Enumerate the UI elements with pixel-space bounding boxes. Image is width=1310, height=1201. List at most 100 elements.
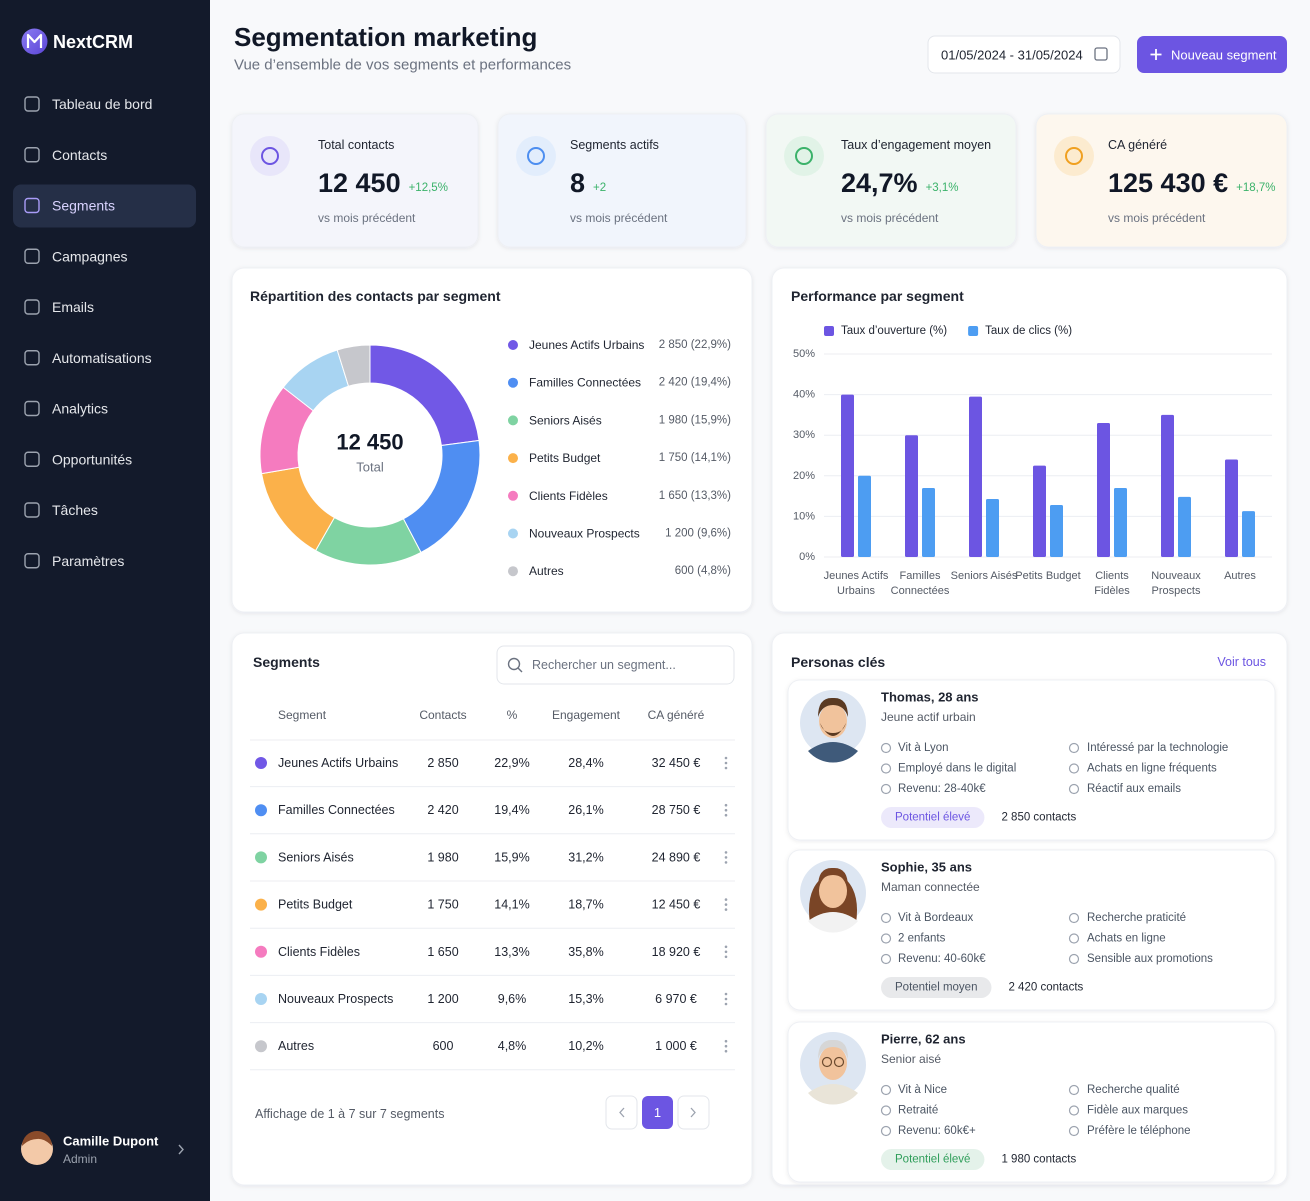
bar [1033,465,1046,557]
calendar-icon [1094,47,1108,61]
row-menu[interactable] [724,813,728,817]
row-menu[interactable] [724,1002,728,1006]
nav-item[interactable]: Automatisations [52,350,152,366]
persona-fact: Sensible aux promotions [1087,953,1213,965]
row-menu[interactable] [724,945,728,949]
nav-item[interactable]: Paramètres [52,553,124,569]
avatar-hair [818,867,848,887]
persona-fact: Employé dans le digital [898,763,1016,775]
nav-item[interactable]: Opportunités [52,451,132,467]
persona-fact: Revenu: 40-60k€ [898,953,986,965]
bar [1178,496,1191,557]
kpi-change: +3,1% [926,182,959,194]
brand: NextCRM [53,32,133,52]
bar [858,475,871,557]
row-menu[interactable] [724,992,728,996]
persona-fact: Intéressé par la technologie [1087,742,1228,754]
row-menu[interactable] [724,903,728,906]
button-label[interactable]: Nouveau segment [1171,48,1277,63]
row-menu[interactable] [724,1039,728,1043]
row-menu[interactable] [724,1044,728,1048]
card [231,632,753,1186]
table-cell: 32 450 € [652,756,701,770]
row-menu[interactable] [724,861,728,864]
fact-icon [880,1084,892,1096]
nav-item[interactable]: Campagnes [52,248,128,264]
row-menu[interactable] [724,955,728,959]
row-menu[interactable] [724,908,728,911]
table-cell: Autres [278,1039,314,1053]
table-cell: 1 000 € [655,1039,697,1053]
legend-value: 1 200 (9,6%) [665,528,731,540]
nav-item[interactable]: Emails [52,299,94,315]
fact-icon [880,1125,892,1137]
bar [1161,414,1174,557]
nav-icon [24,96,40,112]
row-menu[interactable] [724,851,728,854]
page-prev[interactable] [605,1095,638,1130]
segment-dot [255,1040,267,1053]
page-number[interactable]: 1 [654,1105,661,1120]
legend-value: 600 (4,8%) [675,565,731,577]
fact-icon [1068,1084,1080,1096]
row-menu[interactable] [724,756,728,760]
nav-item[interactable]: Contacts [52,147,107,163]
persona-fact: Achats en ligne [1087,933,1166,945]
table-cell: 18,7% [568,898,603,912]
kpi-note: vs mois précédent [570,211,668,225]
y-tick-label: 30% [793,429,815,441]
row-menu[interactable] [724,808,728,812]
legend-value: 1 750 (14,1%) [659,452,731,464]
nav-item[interactable]: Tâches [52,502,98,518]
x-tick-label: Nouveaux Prospects [1151,570,1201,597]
row-menu[interactable] [724,950,728,954]
fact-icon [880,933,892,944]
view-all-link[interactable]: Voir tous [1217,655,1266,669]
fact-icon [1068,933,1080,944]
nav-item[interactable]: Analytics [52,401,108,417]
row-menu[interactable] [724,856,728,859]
row-menu[interactable] [724,766,728,770]
avatar-glasses [833,1056,845,1068]
table-cell: 4,8% [498,1039,527,1053]
search-placeholder[interactable]: Rechercher un segment... [532,658,676,672]
table-cell: 9,6% [498,992,527,1006]
persona-fact: Retraité [898,1105,938,1117]
nav-item[interactable]: Segments [52,198,115,214]
table-cell: 12 450 € [652,898,701,912]
segment-dot [255,804,267,817]
chevron [178,1144,184,1155]
logo-mark [26,33,43,48]
x-tick-label: Clients Fidèles [1094,570,1130,597]
row-menu[interactable] [724,997,728,1001]
legend-value: 1 980 (15,9%) [659,414,731,426]
column-header: Segment [278,708,327,722]
legend-swatch [824,326,834,336]
table-cell: 19,4% [494,803,529,817]
date-range[interactable]: 01/05/2024 - 31/05/2024 [941,48,1083,63]
persona-fact: Réactif aux emails [1087,783,1181,795]
date-picker[interactable] [927,35,1121,74]
row-menu[interactable] [724,1049,728,1053]
persona-fact: Revenu: 28-40k€ [898,783,986,795]
legend-label: Autres [529,564,564,578]
chevron [619,1107,625,1118]
search-box[interactable] [496,645,735,685]
page-current[interactable] [642,1096,673,1129]
legend-label: Jeunes Actifs Urbains [529,338,644,352]
new-segment-button[interactable] [1137,36,1287,73]
persona-fact: 2 enfants [898,933,946,945]
persona-name: Sophie, 35 ans [881,860,972,875]
page-next[interactable] [677,1095,710,1130]
row-menu[interactable] [724,898,728,901]
avatar-body [808,912,858,933]
table-cell: 24 890 € [652,850,701,864]
nav-item[interactable]: Tableau de bord [52,96,152,112]
row-menu[interactable] [724,761,728,765]
persona-fact: Recherche qualité [1087,1084,1180,1096]
row-menu[interactable] [724,803,728,807]
fact-icon [880,912,892,924]
donut-total: 12 450 [336,430,403,455]
table-cell: 600 [433,1039,454,1053]
